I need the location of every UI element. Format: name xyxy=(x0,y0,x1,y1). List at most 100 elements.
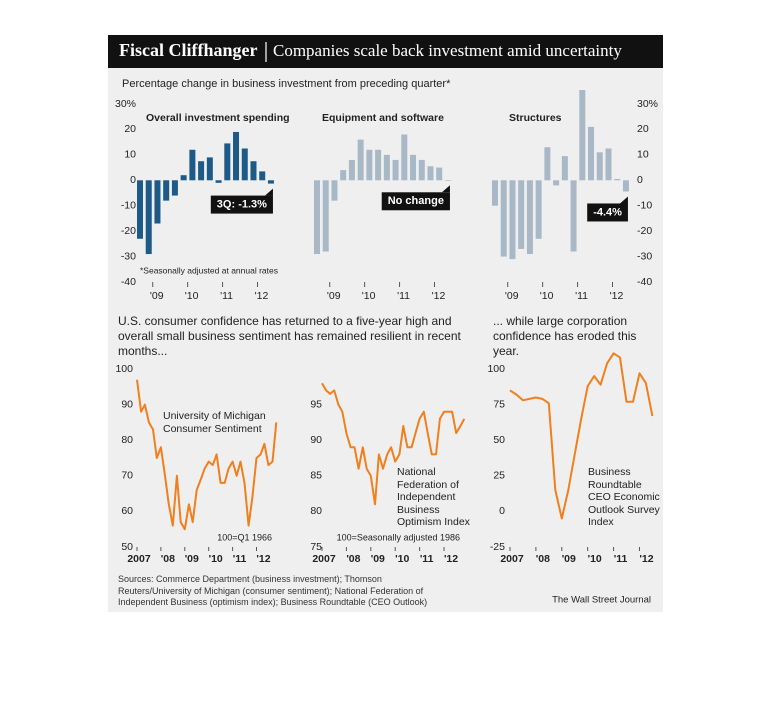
bar xyxy=(314,180,320,255)
bar xyxy=(322,180,329,252)
x-tick-label: '10 xyxy=(362,290,376,302)
chart-title: Overall investment spending xyxy=(146,112,290,124)
bar xyxy=(492,180,498,206)
bar xyxy=(518,180,525,249)
y-tick-label: 30% xyxy=(637,98,658,110)
y-tick-label: 90 xyxy=(310,434,322,446)
bar xyxy=(596,152,603,181)
line xyxy=(509,352,654,520)
bar xyxy=(241,148,248,181)
line xyxy=(321,382,466,506)
bar xyxy=(366,149,373,181)
bar xyxy=(267,180,274,184)
y-tick-label: 20 xyxy=(124,123,136,135)
bar xyxy=(163,180,170,201)
bar xyxy=(348,159,355,181)
note: 100=Seasonally adjusted 1986 xyxy=(337,532,460,542)
note: 100=Q1 1966 xyxy=(217,532,272,542)
bar xyxy=(410,154,417,181)
y-tick-label: 90 xyxy=(121,398,133,410)
sources: Sources: Commerce Department (business i… xyxy=(118,574,428,607)
y-tick-label: 100 xyxy=(487,363,505,375)
y-tick-label: 25 xyxy=(493,470,505,482)
y-tick-label: 80 xyxy=(310,505,322,517)
y-tick-label: 75 xyxy=(310,541,322,553)
y-tick-label: -25 xyxy=(490,541,505,553)
bar xyxy=(206,157,213,181)
bar xyxy=(180,175,187,181)
bar xyxy=(622,180,629,192)
bar xyxy=(436,167,443,181)
bar xyxy=(444,180,451,181)
y-tick-label: 30% xyxy=(115,98,136,110)
headline: Companies scale back investment amid unc… xyxy=(273,41,622,60)
y-tick-label: 0 xyxy=(499,505,505,517)
bar xyxy=(392,159,399,181)
x-tick-label: '08 xyxy=(346,553,360,565)
annotation: 3Q: -1.3% xyxy=(217,198,267,210)
x-tick-label: '11 xyxy=(614,553,628,565)
annotation: No change xyxy=(388,195,444,207)
x-tick-label: '12 xyxy=(444,553,458,565)
bar xyxy=(570,180,577,252)
x-tick-label: '09 xyxy=(562,553,576,565)
x-tick-label: '11 xyxy=(420,553,434,565)
x-tick-label: '10 xyxy=(588,553,602,565)
x-tick-label: '11 xyxy=(575,290,588,302)
series-label: Business Roundtable CEO Economic Outlook… xyxy=(588,466,660,528)
y-tick-label: 60 xyxy=(121,505,133,517)
subtitle: Percentage change in business investment… xyxy=(122,78,451,90)
annotation-box xyxy=(587,203,628,222)
x-tick-label: '12 xyxy=(610,290,624,302)
bar xyxy=(340,170,347,181)
y-tick-label: -10 xyxy=(121,199,136,211)
y-tick-label: -40 xyxy=(121,276,136,288)
x-tick-label: '09 xyxy=(185,553,199,565)
bar xyxy=(614,179,621,181)
y-tick-label: -30 xyxy=(121,250,136,262)
y-tick-label: 10 xyxy=(124,149,136,161)
x-tick-label: '10 xyxy=(395,553,409,565)
bar xyxy=(535,180,542,239)
annotation-pointer xyxy=(619,196,628,204)
y-tick-label: -20 xyxy=(121,225,136,237)
x-tick-label: '12 xyxy=(432,290,446,302)
x-tick-label: '09 xyxy=(327,290,341,302)
y-tick-label: 70 xyxy=(121,470,133,482)
x-tick-label: '12 xyxy=(639,553,653,565)
bar xyxy=(605,148,612,181)
bar xyxy=(259,171,266,181)
y-tick-label: 95 xyxy=(310,398,322,410)
y-tick-label: 85 xyxy=(310,470,322,482)
bar xyxy=(588,126,595,181)
x-tick-label: '10 xyxy=(209,553,223,565)
y-tick-label: -10 xyxy=(637,199,652,211)
bar xyxy=(224,143,231,181)
bar xyxy=(357,139,364,181)
annotation-pointer xyxy=(441,185,450,193)
x-tick-label: '09 xyxy=(505,290,519,302)
x-tick-label: '10 xyxy=(540,290,554,302)
y-tick-label: 10 xyxy=(637,149,649,161)
line xyxy=(136,379,278,531)
bar xyxy=(154,180,161,224)
series-label: National Federation of Independent Busin… xyxy=(397,466,470,528)
y-tick-label: 20 xyxy=(637,123,649,135)
bar xyxy=(145,180,152,255)
x-tick-label: 2007 xyxy=(127,553,151,565)
annotation: -4.4% xyxy=(593,206,622,218)
y-tick-label: -30 xyxy=(637,250,652,262)
bar xyxy=(189,149,196,181)
chart-title: Equipment and software xyxy=(322,112,444,124)
x-tick-label: '12 xyxy=(256,553,270,565)
bar xyxy=(553,180,560,186)
footnote: *Seasonally adjusted at annual rates xyxy=(140,265,278,275)
bar xyxy=(331,180,338,201)
y-tick-label: -40 xyxy=(637,276,652,288)
y-tick-label: 50 xyxy=(121,541,133,553)
section-text: ... while large corporation confidence h… xyxy=(493,314,637,358)
bar xyxy=(544,147,551,181)
annotation-pointer xyxy=(264,188,273,196)
